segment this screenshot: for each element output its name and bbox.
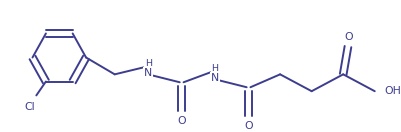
- Text: H: H: [212, 64, 219, 73]
- Text: O: O: [244, 121, 253, 131]
- Text: OH: OH: [384, 86, 401, 96]
- Text: N: N: [211, 73, 219, 83]
- Text: O: O: [177, 116, 186, 126]
- Text: H: H: [145, 59, 152, 68]
- Text: N: N: [144, 68, 152, 78]
- Text: Cl: Cl: [24, 102, 35, 112]
- Text: O: O: [344, 32, 353, 42]
